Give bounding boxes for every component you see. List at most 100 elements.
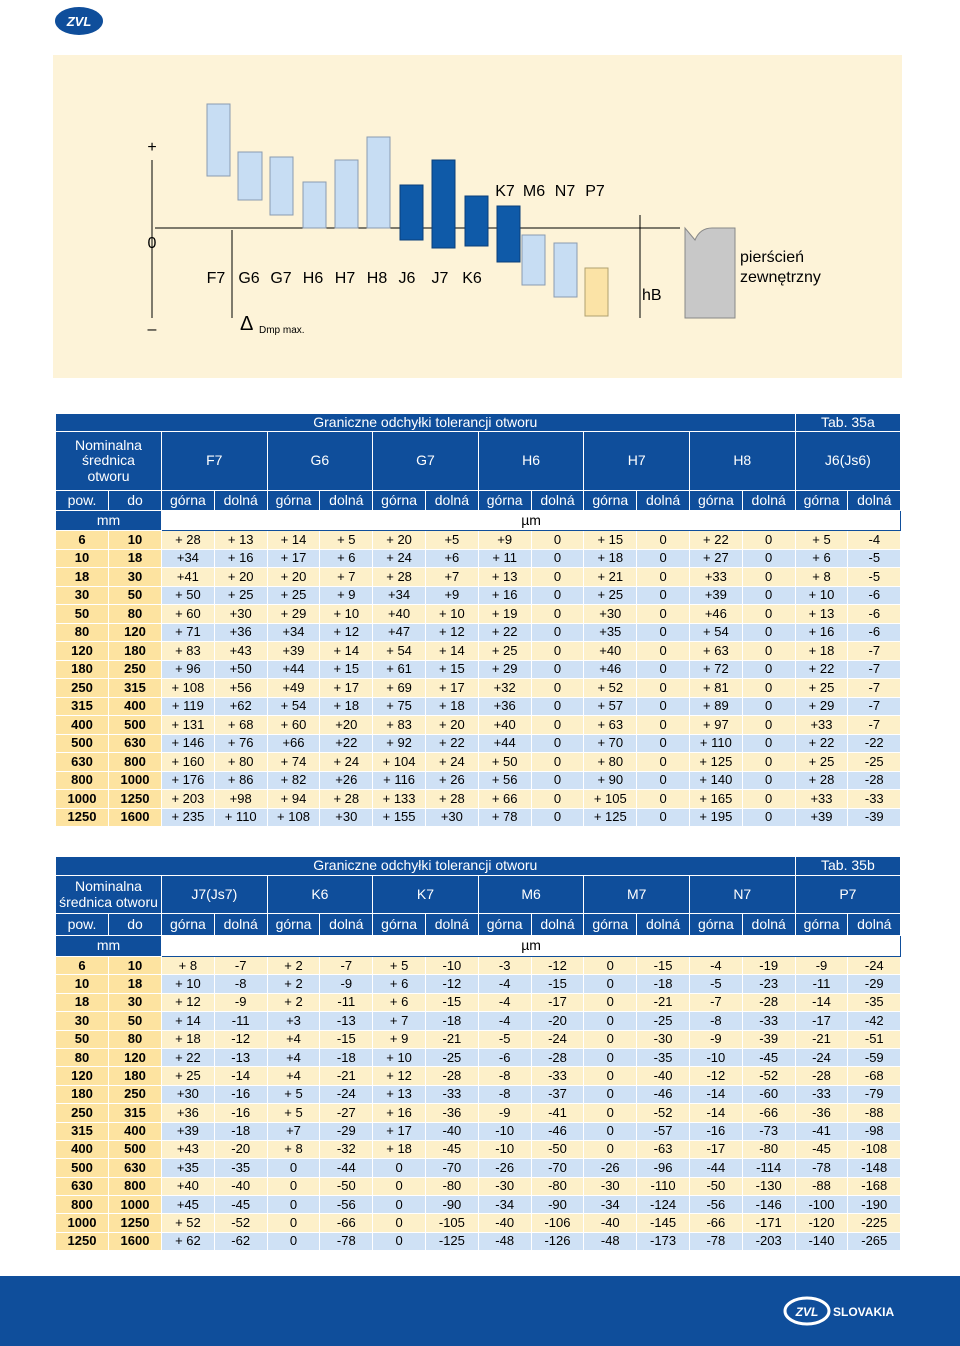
value-cell: + 8 <box>161 955 215 976</box>
tolerance-class: J6(Js6) <box>794 431 902 491</box>
value-cell: + 50 <box>161 585 215 605</box>
zero: 0 <box>148 235 157 252</box>
value-cell: + 54 <box>372 641 426 661</box>
bar <box>431 159 456 249</box>
value-cell: -6 <box>477 1047 532 1068</box>
value-cell: 0 <box>741 622 796 642</box>
value-cell: -62 <box>213 1231 268 1252</box>
value-cell: -39 <box>741 1029 796 1049</box>
bar <box>334 159 359 229</box>
value-cell: +34 <box>266 622 321 642</box>
bar <box>496 205 521 263</box>
table-row: mm µm <box>55 935 902 957</box>
value-cell: + 195 <box>688 807 743 827</box>
value-cell: 0 <box>636 585 690 605</box>
value-cell: + 15 <box>583 530 638 550</box>
table-number: Tab. 35b <box>794 856 902 876</box>
value-cell: +98 <box>213 789 268 809</box>
value-cell: -17 <box>530 992 585 1013</box>
size-cell: 80 <box>108 1029 162 1049</box>
table-title: Graniczne odchyłki tolerancji otworu <box>55 856 796 876</box>
value-cell: + 14 <box>266 530 321 550</box>
value-cell: -19 <box>741 955 796 976</box>
value-cell: + 5 <box>372 955 426 976</box>
value-cell: -265 <box>847 1231 902 1252</box>
value-cell: 0 <box>741 659 796 679</box>
size-cell: 800 <box>55 1195 109 1215</box>
value-cell: + 74 <box>266 752 321 772</box>
value-cell: 0 <box>636 807 690 827</box>
value-cell: -9 <box>213 992 268 1013</box>
value-cell: -40 <box>424 1121 479 1141</box>
value-cell: + 70 <box>583 733 638 753</box>
value-cell: -26 <box>477 1158 532 1178</box>
size-cell: 315 <box>55 696 109 716</box>
table-row: 800 1000 + 176 + 86 + 82 +26 + 116 + 26 + 56 0 + 9… <box>55 770 902 790</box>
table-row: 6 10 + 8 -7 + 2 -7 + 5 -10 -3 -12 0 -15 -4 -19 -9 -24 <box>55 955 902 976</box>
tol-label: H8 <box>367 270 388 287</box>
unit: mm <box>55 510 162 531</box>
value-cell: +22 <box>319 733 374 753</box>
value-cell: 0 <box>372 1213 426 1233</box>
value-cell: -48 <box>583 1231 638 1252</box>
column-header: do <box>108 490 162 511</box>
value-cell: -5 <box>477 1029 532 1049</box>
plus: + <box>147 139 156 156</box>
tol-label: N7 <box>555 183 576 200</box>
value-cell: -3 <box>477 955 532 976</box>
value-cell: 0 <box>583 1029 638 1049</box>
value-cell: + 10 <box>424 604 479 624</box>
value-cell: -18 <box>424 1011 479 1031</box>
value-cell: + 28 <box>372 567 426 587</box>
size-cell: 50 <box>108 1011 162 1031</box>
value-cell: + 76 <box>213 733 268 753</box>
value-cell: -24 <box>794 1047 849 1068</box>
value-cell: -28 <box>794 1066 849 1086</box>
value-cell: + 146 <box>161 733 215 753</box>
tolerance-class: P7 <box>794 875 902 914</box>
size-cell: 500 <box>108 1139 162 1160</box>
ring-label: zewnętrzny <box>740 269 821 286</box>
value-cell: -36 <box>424 1103 479 1123</box>
value-cell: -7 <box>847 641 902 661</box>
value-cell: -34 <box>583 1195 638 1215</box>
value-cell: + 12 <box>372 1066 426 1086</box>
size-cell: 180 <box>55 659 109 679</box>
value-cell: -24 <box>530 1029 585 1049</box>
value-cell: + 8 <box>266 1139 321 1160</box>
value-cell: -88 <box>794 1176 849 1197</box>
value-cell: 0 <box>583 1047 638 1068</box>
value-cell: -9 <box>688 1029 743 1049</box>
value-cell: + 60 <box>266 715 321 735</box>
value-cell: + 165 <box>688 789 743 809</box>
value-cell: + 6 <box>372 992 426 1013</box>
value-cell: + 13 <box>794 604 849 624</box>
size-cell: 315 <box>108 678 162 698</box>
value-cell: + 81 <box>688 678 743 698</box>
value-cell: + 14 <box>319 641 374 661</box>
size-cell: 30 <box>108 567 162 587</box>
value-cell: + 78 <box>477 807 532 827</box>
value-cell: -28 <box>741 992 796 1013</box>
value-cell: + 25 <box>794 752 849 772</box>
size-cell: 6 <box>55 955 109 976</box>
value-cell: -40 <box>213 1176 268 1197</box>
value-cell: +39 <box>266 641 321 661</box>
table-row: 18 30 +41 + 20 + 20 + 7 + 28 +7 + 13 0 + 21 0 +33 0 + … <box>55 567 902 587</box>
value-cell: + 15 <box>319 659 374 679</box>
value-cell: + 66 <box>477 789 532 809</box>
value-cell: +35 <box>583 622 638 642</box>
value-cell: -7 <box>319 955 374 976</box>
value-cell: +45 <box>161 1195 215 1215</box>
value-cell: + 24 <box>424 752 479 772</box>
value-cell: + 7 <box>319 567 374 587</box>
tolerance-class: H8 <box>688 431 796 491</box>
value-cell: + 20 <box>266 567 321 587</box>
value-cell: +26 <box>319 770 374 790</box>
value-cell: 0 <box>583 974 638 994</box>
logo: ZVL <box>66 14 92 29</box>
value-cell: -90 <box>424 1195 479 1215</box>
value-cell: + 22 <box>477 622 532 642</box>
value-cell: + 22 <box>688 530 743 550</box>
value-cell: + 12 <box>161 992 215 1013</box>
